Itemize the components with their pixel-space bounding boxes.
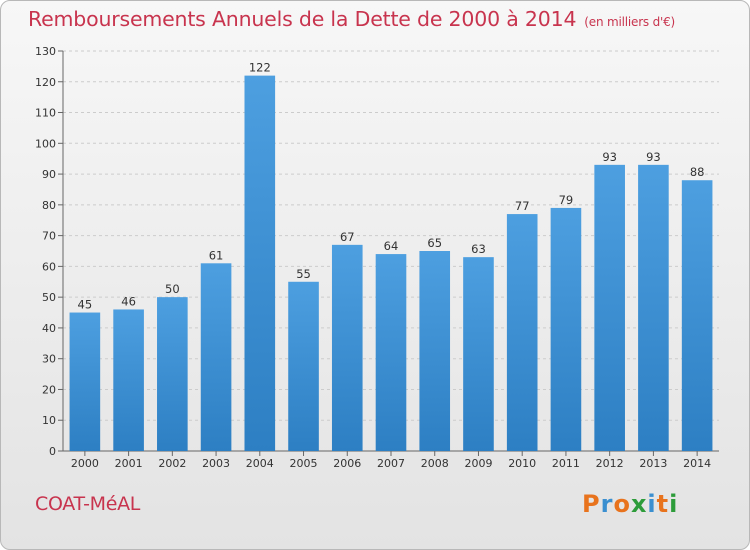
data-label-2002: 50 <box>165 282 180 296</box>
bar-2004 <box>244 75 276 451</box>
y-tick-label: 60 <box>42 260 56 273</box>
x-tick-label-2009: 2009 <box>464 457 492 470</box>
bar-2011 <box>550 207 582 451</box>
x-tick-label-2011: 2011 <box>552 457 580 470</box>
proxiti-logo: Proxiti <box>582 490 678 518</box>
data-label-2006: 67 <box>340 230 355 244</box>
logo-letter: t <box>656 490 670 518</box>
data-label-2014: 88 <box>690 165 705 179</box>
y-tick-label: 10 <box>42 414 56 427</box>
x-tick-label-2010: 2010 <box>508 457 536 470</box>
data-label-2000: 45 <box>78 298 93 312</box>
bar-2007 <box>375 254 407 451</box>
x-tick-label-2003: 2003 <box>202 457 230 470</box>
x-tick-label-2004: 2004 <box>246 457 274 470</box>
chart-title-text: Remboursements Annuels de la Dette de 20… <box>28 7 577 31</box>
bar-2014 <box>681 180 713 451</box>
bar-2000 <box>69 312 101 451</box>
logo-letter: P <box>582 490 601 518</box>
data-label-2011: 79 <box>559 193 574 207</box>
y-tick-label: 90 <box>42 168 56 181</box>
x-tick-label-2000: 2000 <box>71 457 99 470</box>
y-tick-label: 120 <box>35 76 56 89</box>
data-label-2004: 122 <box>249 61 271 75</box>
logo-letter: x <box>630 490 648 518</box>
bar-2006 <box>331 244 363 451</box>
chart-title: Remboursements Annuels de la Dette de 20… <box>28 7 675 31</box>
x-tick-label-2007: 2007 <box>377 457 405 470</box>
bar-2013 <box>638 164 669 451</box>
data-label-2007: 64 <box>384 239 399 253</box>
bar-2012 <box>594 164 625 451</box>
bar-2010 <box>506 214 538 451</box>
y-tick-label: 70 <box>42 230 56 243</box>
x-tick-label-2013: 2013 <box>639 457 667 470</box>
x-tick-label-2014: 2014 <box>683 457 711 470</box>
bar-2009 <box>463 257 494 451</box>
logo-letter: i <box>647 490 657 518</box>
data-label-2008: 65 <box>427 236 442 250</box>
commune-name: COAT-MéAL <box>35 493 141 515</box>
y-tick-label: 20 <box>42 383 56 396</box>
logo-letter: i <box>669 490 679 518</box>
logo-letter: r <box>600 490 614 518</box>
bar-2005 <box>288 281 319 451</box>
y-tick-label: 0 <box>49 445 56 458</box>
y-tick-label: 50 <box>42 291 56 304</box>
bar-2002 <box>157 297 188 451</box>
bar-2001 <box>113 309 144 451</box>
x-tick-label-2012: 2012 <box>596 457 624 470</box>
y-tick-label: 100 <box>35 137 56 150</box>
data-label-2013: 93 <box>646 150 661 164</box>
bar-2008 <box>419 251 451 451</box>
y-tick-label: 130 <box>35 45 56 58</box>
x-tick-label-2006: 2006 <box>333 457 361 470</box>
logo-letter: o <box>613 490 631 518</box>
data-label-2012: 93 <box>602 150 617 164</box>
y-tick-label: 30 <box>42 353 56 366</box>
x-tick-label-2008: 2008 <box>421 457 449 470</box>
data-label-2001: 46 <box>121 294 136 308</box>
data-label-2009: 63 <box>471 242 486 256</box>
y-tick-label: 40 <box>42 322 56 335</box>
bar-2003 <box>200 263 232 451</box>
chart-subtitle: (en milliers d'€) <box>584 15 676 29</box>
data-label-2005: 55 <box>296 267 311 281</box>
data-label-2010: 77 <box>515 199 530 213</box>
data-label-2003: 61 <box>209 248 224 262</box>
x-tick-label-2002: 2002 <box>158 457 186 470</box>
y-tick-label: 80 <box>42 199 56 212</box>
x-tick-label-2001: 2001 <box>115 457 143 470</box>
x-tick-label-2005: 2005 <box>290 457 318 470</box>
y-tick-label: 110 <box>35 107 56 120</box>
